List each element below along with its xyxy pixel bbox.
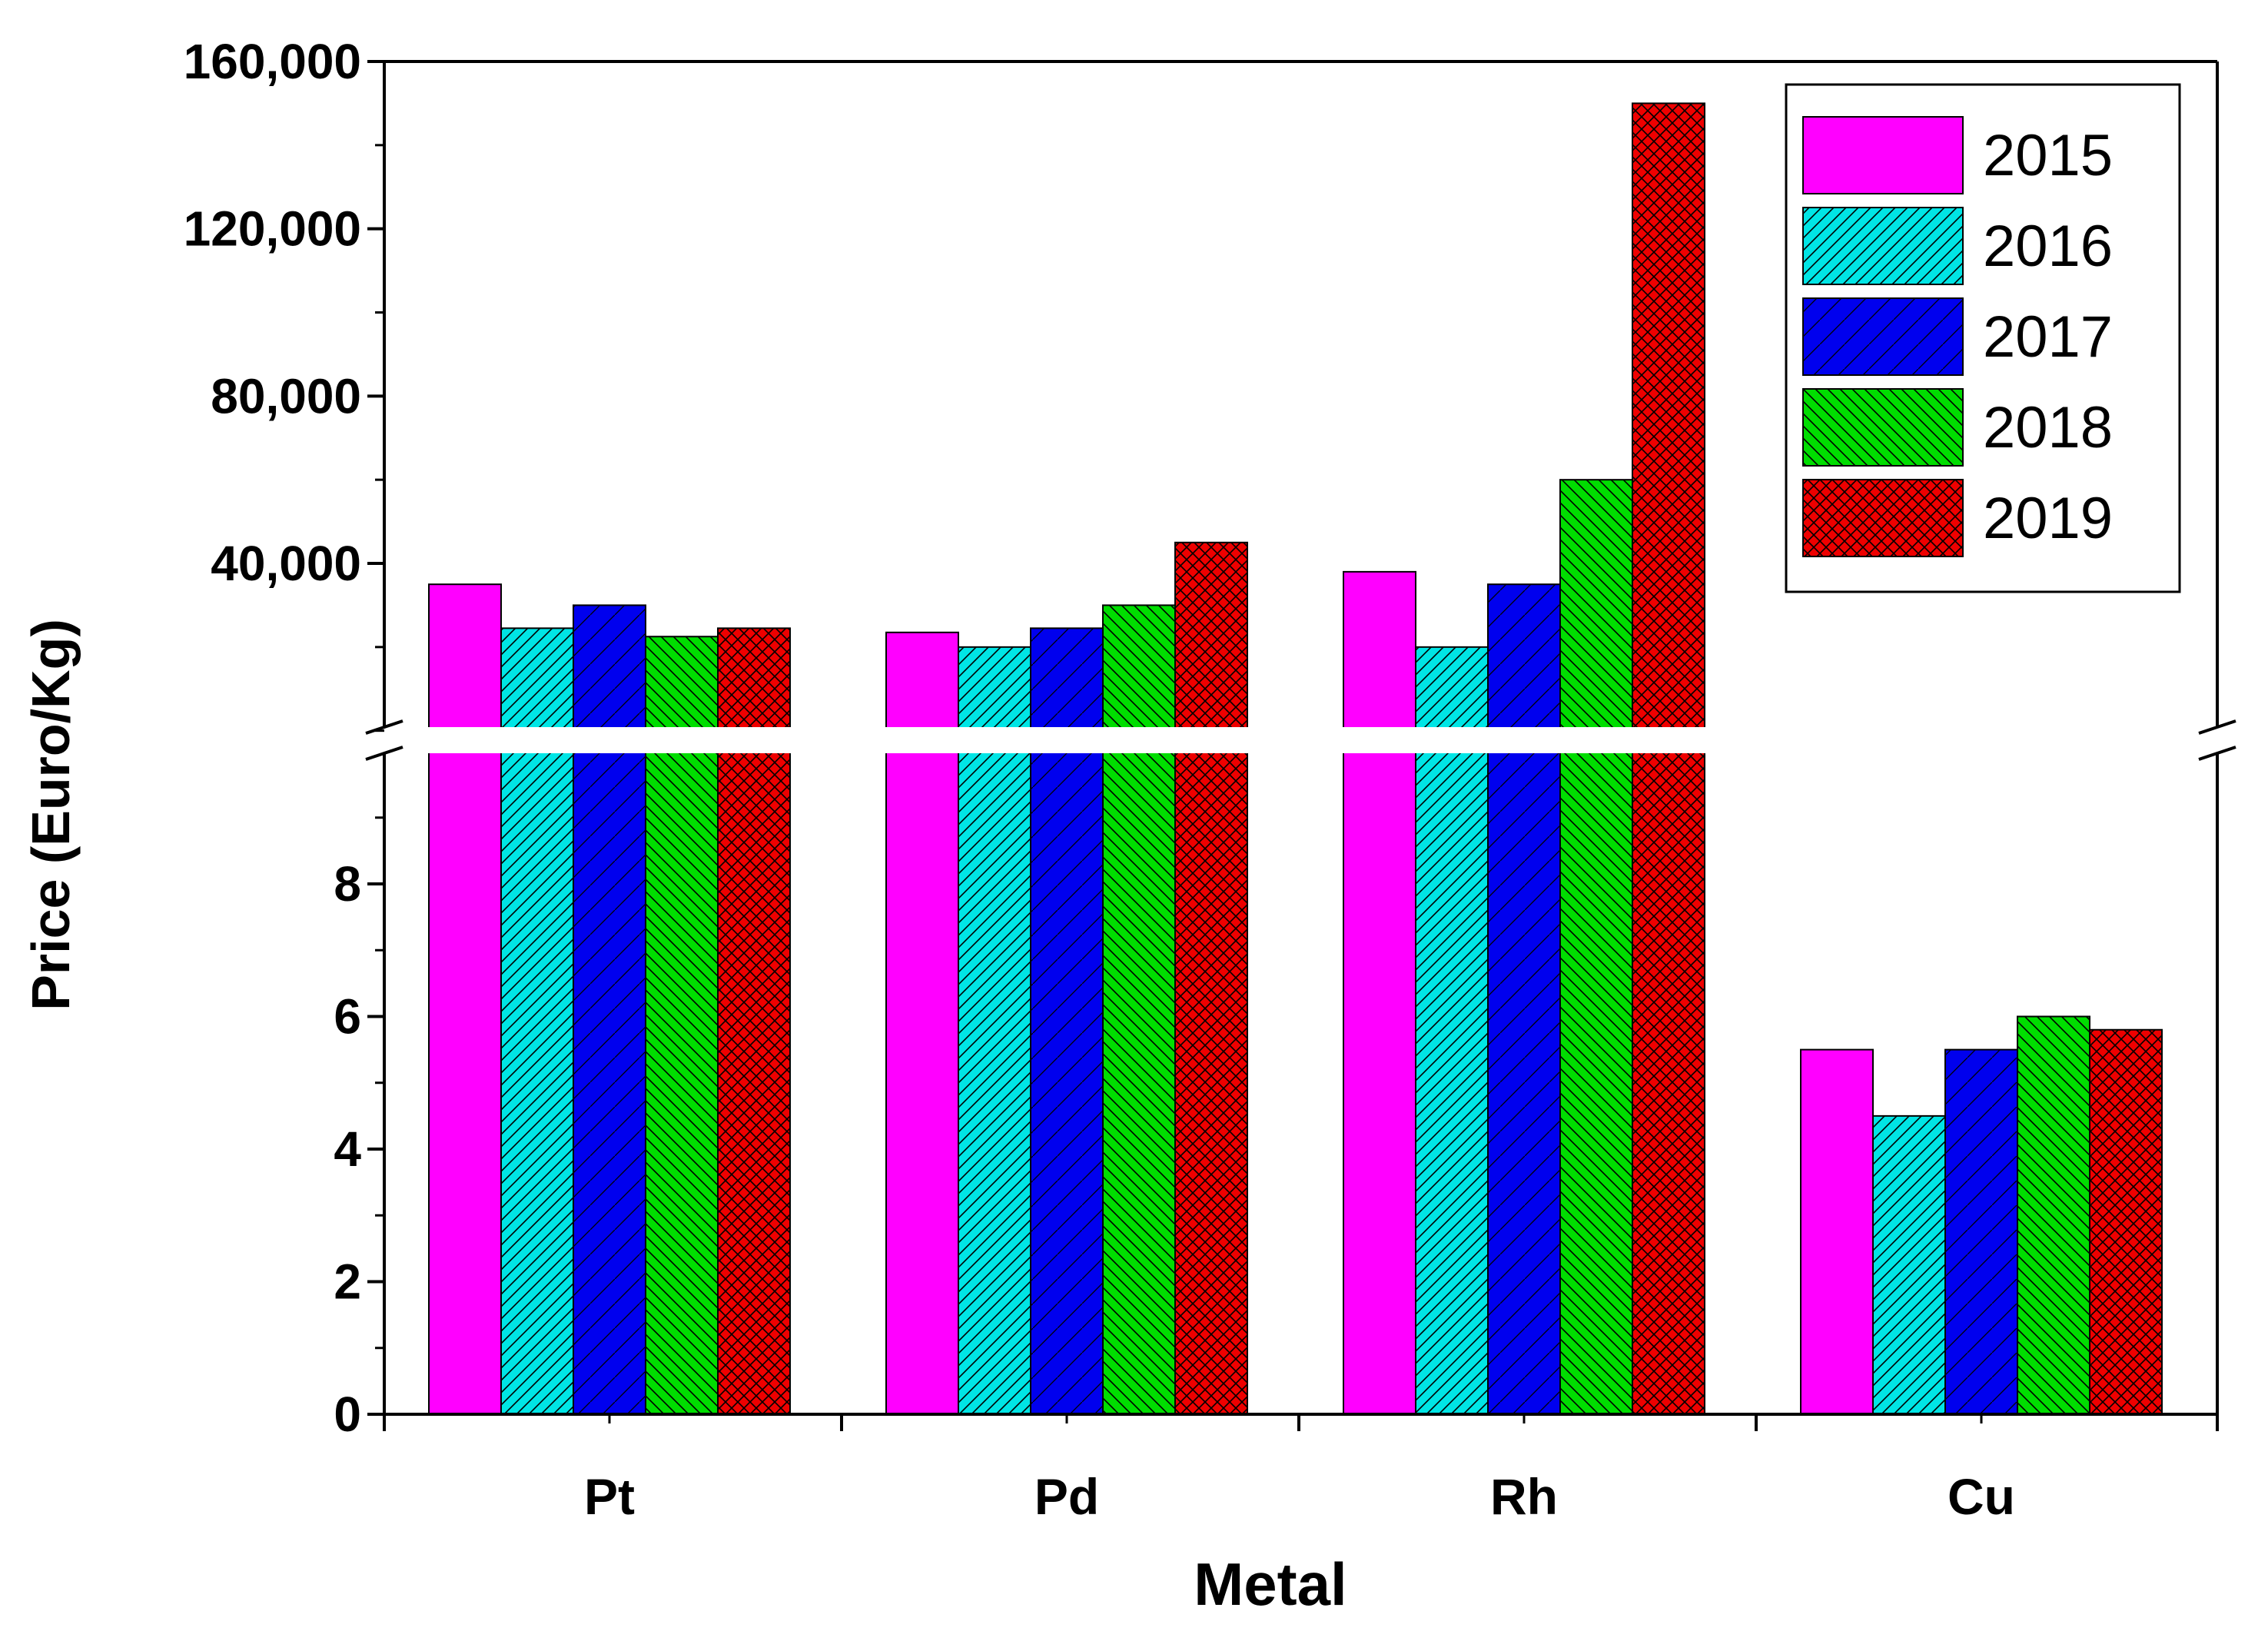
- legend-label-2015: 2015: [1983, 123, 2113, 188]
- x-tick-label-cu: Cu: [1948, 1468, 2015, 1525]
- bar-pd-2017: [1030, 627, 1104, 1415]
- y-tick-label: 2: [334, 1254, 361, 1310]
- x-tick-label-pd: Pd: [1034, 1468, 1099, 1525]
- bar-cu-2018: [2017, 1015, 2090, 1415]
- y-tick-label: 6: [334, 989, 361, 1045]
- legend-swatch-2019: [1802, 479, 1964, 557]
- legend-label-2017: 2017: [1983, 304, 2113, 370]
- x-tick-label-rh: Rh: [1490, 1468, 1558, 1525]
- legend-swatch-2017: [1802, 297, 1964, 376]
- legend-swatch-2015: [1802, 116, 1964, 194]
- bar-pd-2015: [885, 631, 959, 1415]
- bar-pt-2015: [428, 583, 502, 1415]
- y-tick-label: 80,000: [211, 368, 361, 424]
- y-tick-label: 160,000: [184, 34, 361, 89]
- legend-label-2016: 2016: [1983, 214, 2113, 279]
- bar-pt-2018: [645, 636, 719, 1415]
- bar-rh-2019: [1632, 102, 1705, 1416]
- axes-layer: [365, 60, 2236, 1431]
- bar-cu-2015: [1800, 1048, 1874, 1415]
- y-tick-label: 40,000: [211, 536, 361, 591]
- axis-break-mark: [365, 746, 403, 761]
- bar-pt-2017: [573, 604, 646, 1416]
- legend: 2015 2016 2017 2018 2019: [1785, 83, 2181, 593]
- legend-label-2018: 2018: [1983, 395, 2113, 460]
- y-axis-title: Price (Euro/Kg): [21, 619, 81, 1011]
- tick-labels-layer: 40,000 80,000 120,000 160,000 0 2 4 6 8 Pt Pd Rh Cu: [184, 34, 2015, 1525]
- axis-break-gap: [386, 727, 2216, 753]
- legend-swatch-2016: [1802, 207, 1964, 285]
- bar-cu-2019: [2089, 1028, 2163, 1415]
- bar-pd-2016: [958, 646, 1031, 1415]
- axis-break-mark: [2198, 719, 2236, 735]
- bar-rh-2016: [1415, 646, 1489, 1415]
- bar-pt-2016: [500, 627, 574, 1415]
- bar-rh-2018: [1559, 479, 1633, 1416]
- y-tick-label: 120,000: [184, 201, 361, 257]
- axis-break-mark: [365, 719, 403, 735]
- bar-pt-2019: [717, 627, 791, 1415]
- axis-break-mark: [2198, 746, 2236, 761]
- bars-layer: [386, 102, 2216, 1416]
- x-tick-label-pt: Pt: [584, 1468, 635, 1525]
- bar-cu-2016: [1872, 1114, 1946, 1415]
- bar-rh-2015: [1343, 570, 1416, 1416]
- legend-label-2019: 2019: [1983, 486, 2113, 551]
- bar-rh-2017: [1487, 583, 1561, 1415]
- y-tick-label: 0: [334, 1387, 361, 1442]
- bar-pd-2019: [1174, 541, 1248, 1416]
- legend-swatch-2018: [1802, 388, 1964, 467]
- y-tick-label: 8: [334, 856, 361, 912]
- bar-pd-2018: [1102, 604, 1176, 1416]
- bar-cu-2017: [1944, 1048, 2018, 1415]
- x-axis-title: Metal: [1194, 1550, 1347, 1618]
- y-tick-label: 4: [334, 1121, 361, 1177]
